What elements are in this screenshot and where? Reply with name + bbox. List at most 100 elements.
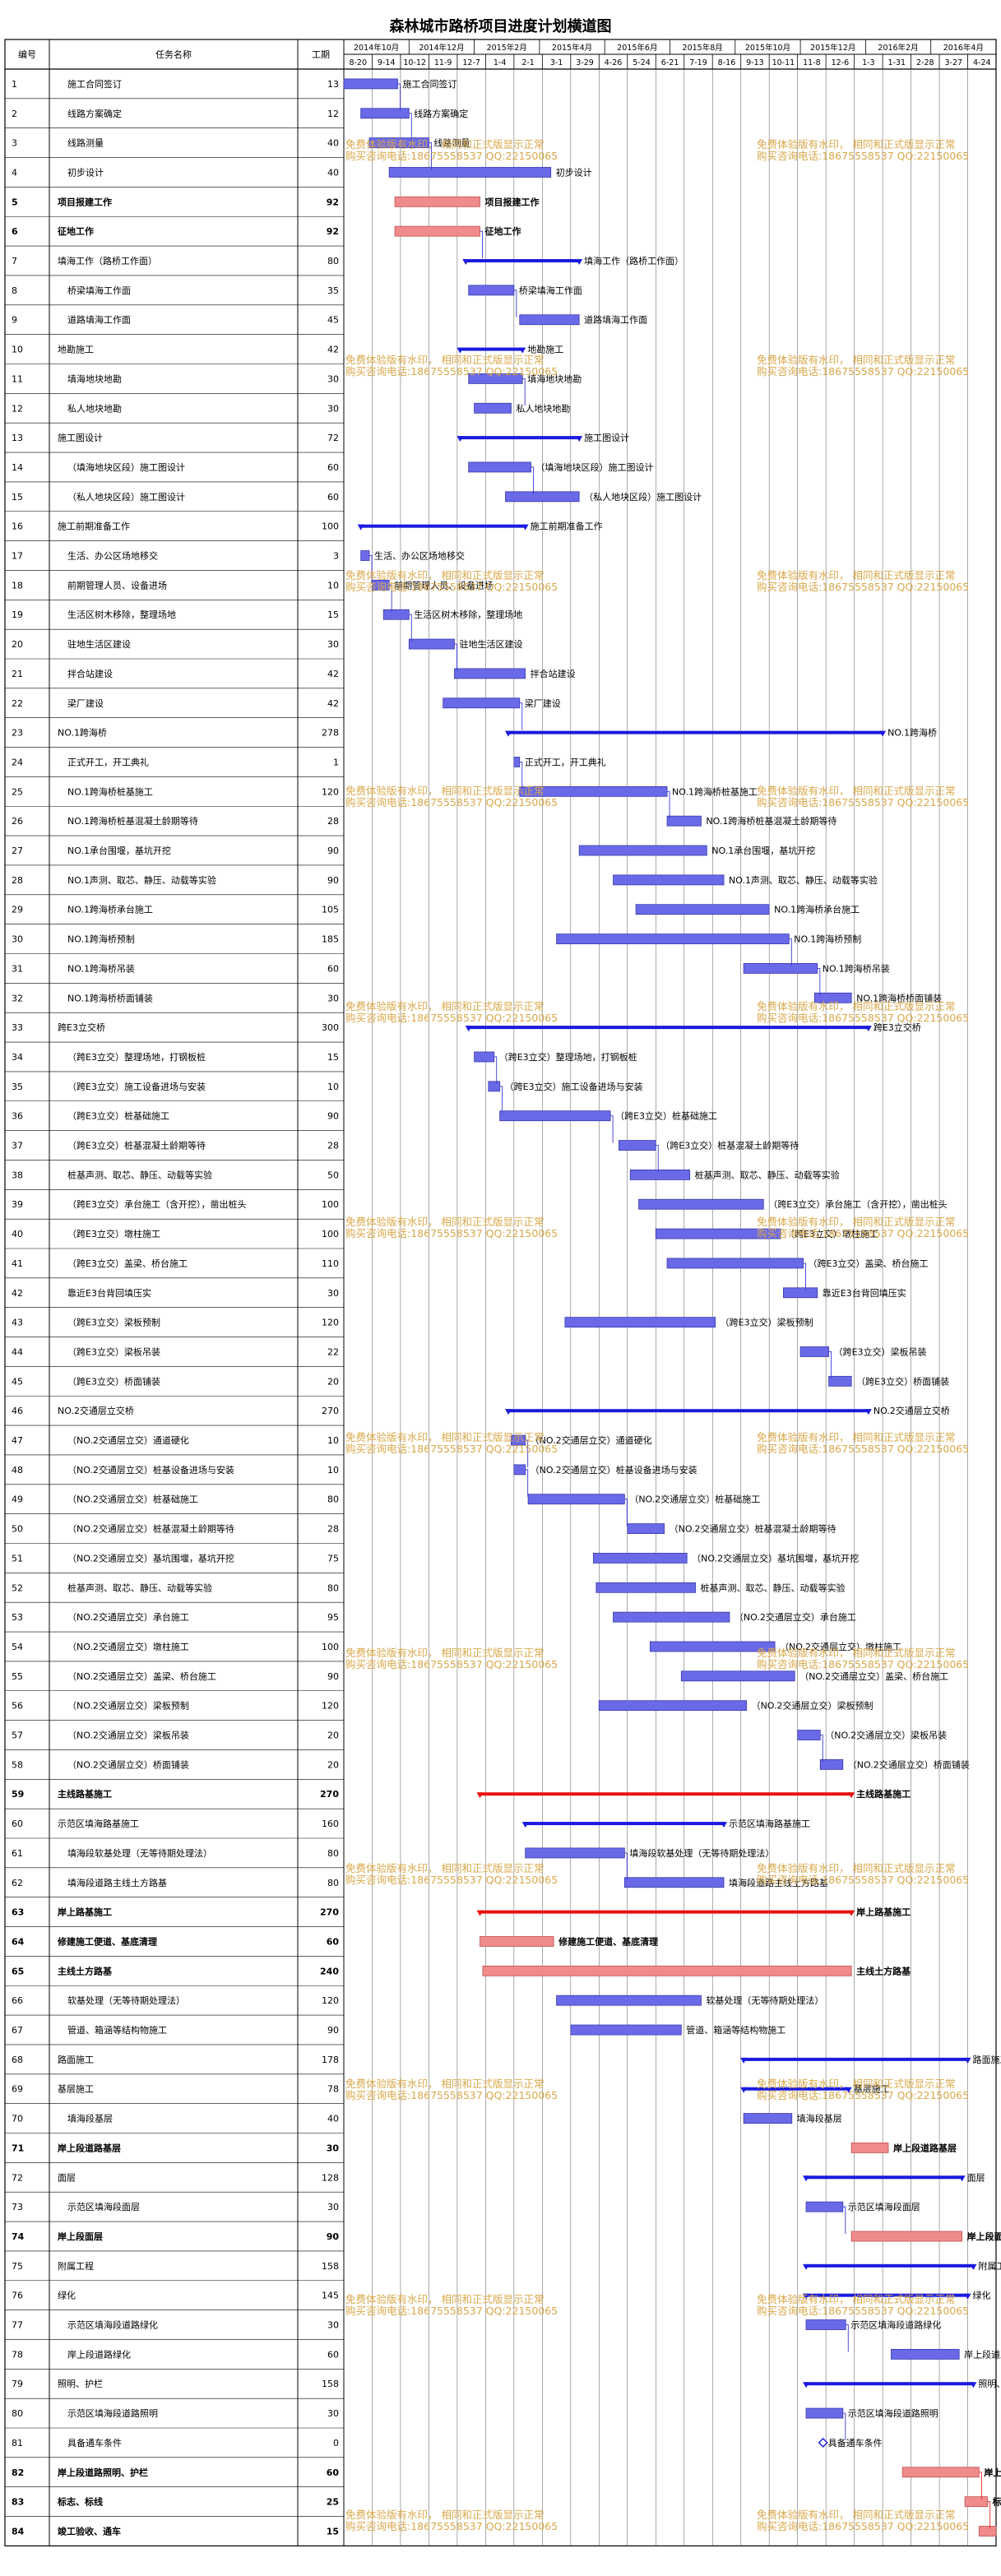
task-bar xyxy=(468,373,523,384)
task-bar xyxy=(783,1287,818,1299)
watermark-line1: 免费体验版有水印， 相同和正式版显示正常 xyxy=(345,569,544,581)
row-duration: 20 xyxy=(327,1730,339,1741)
row-name: 桩基声测、取芯、静压、动载等实验 xyxy=(67,1582,212,1593)
bar-label: （NO.2交通层立交）通道硬化 xyxy=(531,1434,652,1446)
row-id: 65 xyxy=(12,1966,24,1976)
row-duration: 28 xyxy=(327,816,339,827)
watermark-line2: 购买咨询电话:18675558537 QQ:22150065 xyxy=(345,2520,558,2532)
task-bar xyxy=(343,78,398,90)
bar-label: 桥梁填海工作面 xyxy=(519,285,582,296)
row-duration: 10 xyxy=(327,1082,339,1092)
bar-label: 桩基声测、取芯、静压、动载等实验 xyxy=(701,1582,846,1593)
row-duration: 80 xyxy=(327,1878,339,1888)
bar-label: 示范区填海段道路绿化 xyxy=(850,2319,941,2331)
row-id: 32 xyxy=(12,993,23,1003)
row-duration: 110 xyxy=(322,1258,339,1269)
watermark-line1: 免费体验版有水印， 相同和正式版显示正常 xyxy=(345,2078,544,2090)
row-id: 68 xyxy=(12,2055,23,2065)
watermark-line2: 购买咨询电话:18675558537 QQ:22150065 xyxy=(757,1227,969,1239)
row-id: 7 xyxy=(12,256,17,266)
bar-label: 正式开工，开工典礼 xyxy=(525,756,606,767)
task-bar xyxy=(578,845,707,856)
bar-label: （跨E3立交）桩基混凝土龄期等待 xyxy=(660,1140,799,1151)
row-name: NO.1跨海桥桩基混凝土龄期等待 xyxy=(67,815,198,827)
row-id: 16 xyxy=(12,521,23,532)
row-duration: 40 xyxy=(327,2114,339,2124)
watermark-line2: 购买咨询电话:18675558537 QQ:22150065 xyxy=(757,1658,969,1670)
row-name: 桩基声测、取芯、静压、动载等实验 xyxy=(67,1169,212,1180)
row-id: 8 xyxy=(12,285,17,296)
dependency-link xyxy=(525,1439,529,1467)
row-id: 31 xyxy=(12,963,23,974)
bar-label: （私人地块区段）施工图设计 xyxy=(584,491,702,503)
week-label: 2-1 xyxy=(521,58,535,67)
week-label: 3-1 xyxy=(550,58,563,67)
row-duration: 20 xyxy=(327,1376,339,1387)
row-id: 63 xyxy=(12,1907,24,1918)
row-duration: 60 xyxy=(327,2349,339,2360)
row-id: 15 xyxy=(12,492,23,503)
row-name: 竣工验收、通车 xyxy=(58,2525,121,2537)
row-id: 82 xyxy=(12,2467,24,2478)
bar-label: 地勘施工 xyxy=(527,345,563,355)
row-duration: 60 xyxy=(327,462,339,473)
row-id: 54 xyxy=(12,1642,23,1652)
row-id: 47 xyxy=(12,1435,23,1446)
row-duration: 278 xyxy=(322,728,339,739)
dependency-link xyxy=(656,1145,659,1173)
row-duration: 15 xyxy=(327,2526,339,2537)
row-name: （跨E3立交）桩基础施工 xyxy=(67,1110,169,1122)
row-id: 4 xyxy=(12,167,17,178)
row-name: 施工前期准备工作 xyxy=(58,521,130,532)
bar-label: 绿化 xyxy=(973,2290,991,2301)
row-duration: 300 xyxy=(322,1022,339,1033)
watermark-line2: 购买咨询电话:18675558537 QQ:22150065 xyxy=(345,1227,558,1239)
task-bar xyxy=(482,1965,852,1976)
row-id: 41 xyxy=(12,1258,23,1269)
row-name: NO.2交通层立交桥 xyxy=(58,1405,134,1416)
row-name: （NO.2交通层立交）梁板吊装 xyxy=(67,1730,189,1741)
watermark-line1: 免费体验版有水印， 相同和正式版显示正常 xyxy=(757,2078,955,2090)
row-id: 2 xyxy=(12,109,17,119)
bar-label: （NO.2交通层立交）桩基设备进场与安装 xyxy=(531,1464,697,1476)
month-label: 2015年10月 xyxy=(745,43,790,53)
row-duration: 92 xyxy=(327,226,339,237)
row-duration: 105 xyxy=(322,905,339,915)
task-bar xyxy=(556,1995,702,2006)
week-label: 9-14 xyxy=(378,58,396,67)
row-name: 填海工作（路桥工作面） xyxy=(58,255,157,266)
summary-bar xyxy=(360,524,526,528)
row-id: 13 xyxy=(12,433,23,443)
row-duration: 80 xyxy=(327,1848,339,1859)
summary-start-marker xyxy=(456,347,464,354)
task-bar xyxy=(978,2526,997,2537)
row-duration: 30 xyxy=(327,2320,339,2331)
task-bar xyxy=(623,1877,725,1888)
task-bar xyxy=(570,2024,682,2036)
row-duration: 100 xyxy=(322,1642,339,1652)
bar-label: 示范区填海段道路照明 xyxy=(848,2407,938,2419)
summary-bar xyxy=(805,2263,974,2268)
week-label: 12-6 xyxy=(832,58,850,67)
watermark-line2: 购买咨询电话:18675558537 QQ:22150065 xyxy=(757,581,969,593)
bar-label: 项目报建工作 xyxy=(484,196,539,207)
bar-label: 生活、办公区场地移交 xyxy=(374,550,465,562)
bar-label: （NO.2交通层立交）桩基础施工 xyxy=(629,1494,760,1505)
dependency-link xyxy=(369,555,373,583)
row-id: 35 xyxy=(12,1082,23,1092)
summary-end-marker xyxy=(521,524,529,530)
task-bar xyxy=(655,1228,781,1239)
watermark-line2: 购买咨询电话:18675558537 QQ:22150065 xyxy=(345,2305,558,2317)
task-bar xyxy=(629,1169,691,1180)
dependency-link xyxy=(519,762,523,790)
week-label: 1-3 xyxy=(862,58,875,67)
row-duration: 15 xyxy=(327,609,339,620)
task-bar xyxy=(619,1140,656,1151)
row-id: 29 xyxy=(12,905,23,915)
summary-end-marker xyxy=(721,1822,728,1828)
bar-label: （跨E3立交）墩柱施工 xyxy=(786,1228,878,1239)
watermark-line1: 免费体验版有水印， 相同和正式版显示正常 xyxy=(757,354,955,366)
dependency-link xyxy=(409,614,412,642)
month-label: 2015年4月 xyxy=(552,43,592,53)
